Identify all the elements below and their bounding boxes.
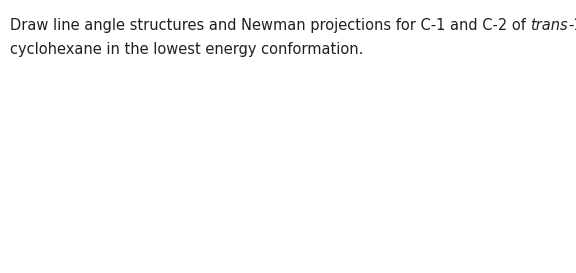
Text: -1,2-dimethyl: -1,2-dimethyl [568, 18, 576, 33]
Text: Draw line angle structures and Newman projections for C-1 and C-2 of: Draw line angle structures and Newman pr… [10, 18, 530, 33]
Text: cyclohexane in the lowest energy conformation.: cyclohexane in the lowest energy conform… [10, 42, 363, 57]
Text: trans: trans [530, 18, 568, 33]
